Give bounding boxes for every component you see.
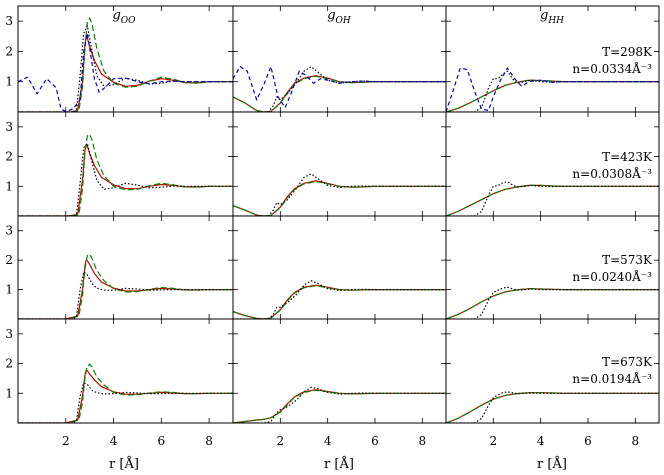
y-tick-label: 3 — [5, 327, 13, 341]
panel-background — [233, 112, 446, 216]
panel-background — [446, 6, 659, 112]
y-tick-label: 2 — [5, 357, 13, 371]
series-line-2 — [446, 286, 659, 319]
panel-background — [18, 216, 233, 319]
row-2-density: n=0.0240Å⁻³ — [572, 269, 652, 284]
y-tick-label: 1 — [5, 283, 13, 297]
series-group — [18, 17, 233, 112]
panel-r2-c2 — [445, 215, 660, 320]
series-line-1 — [233, 75, 446, 112]
x-tick-label: 6 — [584, 434, 592, 448]
row-1-temperature: T=423K — [602, 150, 653, 164]
series-group — [18, 253, 233, 319]
series-line-3 — [18, 32, 233, 112]
panel-r1-c0: 1 2 3 — [5, 111, 234, 217]
series-line-1 — [446, 184, 659, 216]
column-title-oh-main: g — [327, 8, 335, 23]
series-line-2 — [233, 280, 446, 319]
y-tick-label: 2 — [5, 44, 13, 58]
panel-r0-c0: 1 2 3 — [5, 5, 234, 113]
x-axis-label-col-1: r [Å] — [324, 456, 354, 472]
x-tick-label: 2 — [490, 434, 498, 448]
column-title-hh: gHH — [540, 8, 564, 26]
series-line-2 — [233, 173, 446, 216]
y-tick-label: 3 — [5, 120, 13, 134]
x-tick-label: 8 — [632, 434, 640, 448]
series-group — [446, 181, 659, 216]
panel-background — [446, 112, 659, 216]
panel-frame — [445, 318, 660, 424]
x-axis-label-col-0: r [Å] — [109, 456, 139, 472]
y-tick-label: 1 — [5, 75, 13, 89]
row-3-density: n=0.0194Å⁻³ — [572, 371, 652, 386]
column-title-oh: gOH — [327, 8, 351, 26]
series-line-3 — [446, 67, 659, 112]
panel-r3-c2: 2 4 6 8 — [445, 318, 660, 448]
y-tick-label: 3 — [5, 14, 13, 28]
series-line-2 — [233, 386, 446, 423]
series-line-2 — [18, 25, 233, 112]
column-title-oo: gOO — [112, 8, 136, 26]
series-group — [18, 133, 233, 216]
panel-background — [18, 319, 233, 423]
x-tick-label: 8 — [419, 434, 427, 448]
panel-r2-c1 — [232, 215, 447, 320]
column-title-hh-sub: HH — [547, 16, 564, 26]
series-line-1 — [446, 79, 659, 112]
x-tick-label: 6 — [371, 434, 379, 448]
series-group — [233, 386, 446, 423]
panel-background — [18, 112, 233, 216]
panel-r2-c0: 1 2 3 — [5, 215, 234, 320]
panel-background — [233, 6, 446, 112]
x-tick-label: 4 — [324, 434, 332, 448]
series-group — [446, 391, 659, 423]
row-1-density: n=0.0308Å⁻³ — [572, 166, 652, 181]
x-tick-label: 6 — [158, 434, 166, 448]
series-line-3 — [233, 65, 446, 109]
series-line-1 — [18, 133, 233, 216]
row-0-density: n=0.0334Å⁻³ — [572, 61, 652, 76]
column-title-hh-main: g — [540, 8, 548, 23]
panel-r1-c1 — [232, 111, 447, 217]
y-tick-label: 1 — [5, 386, 13, 400]
x-axis-label-col-2: r [Å] — [537, 456, 567, 472]
series-line-1 — [18, 253, 233, 319]
series-line-1 — [233, 389, 446, 423]
row-2-temperature: T=573K — [602, 253, 653, 267]
series-line-1 — [446, 288, 659, 319]
y-tick-label: 2 — [5, 150, 13, 164]
row-0-temperature: T=298K — [602, 45, 653, 59]
x-tick-label: 2 — [277, 434, 285, 448]
y-tick-label: 2 — [5, 253, 13, 267]
x-tick-label: 4 — [537, 434, 545, 448]
panels-layer: 1 2 3 1 2 3 1 2 3 2 4 6 8 1 2 3 2 4 6 8 2 4 6 8 — [5, 5, 660, 448]
panel-r3-c1: 2 4 6 8 — [232, 318, 447, 448]
series-line-2 — [446, 181, 659, 216]
column-title-oh-sub: OH — [336, 16, 351, 26]
series-group — [446, 286, 659, 319]
x-tick-label: 2 — [62, 434, 70, 448]
panel-background — [233, 319, 446, 423]
panel-r3-c0: 2 4 6 8 1 2 3 — [5, 318, 234, 448]
panel-background — [233, 216, 446, 319]
series-group — [446, 67, 659, 112]
panel-r0-c1 — [232, 5, 447, 113]
panel-r1-c2 — [445, 111, 660, 217]
series-group — [18, 363, 233, 423]
x-tick-label: 4 — [110, 434, 118, 448]
y-tick-label: 1 — [5, 179, 13, 193]
y-tick-label: 3 — [5, 224, 13, 238]
row-3-temperature: T=673K — [602, 355, 653, 369]
panel-r0-c2 — [445, 5, 660, 113]
panel-background — [18, 6, 233, 112]
column-title-oo-main: g — [112, 8, 120, 23]
column-title-oo-sub: OO — [121, 16, 136, 26]
series-line-2 — [18, 382, 233, 423]
x-tick-label: 8 — [205, 434, 213, 448]
series-line-2 — [18, 142, 233, 216]
series-line-2 — [18, 271, 233, 319]
